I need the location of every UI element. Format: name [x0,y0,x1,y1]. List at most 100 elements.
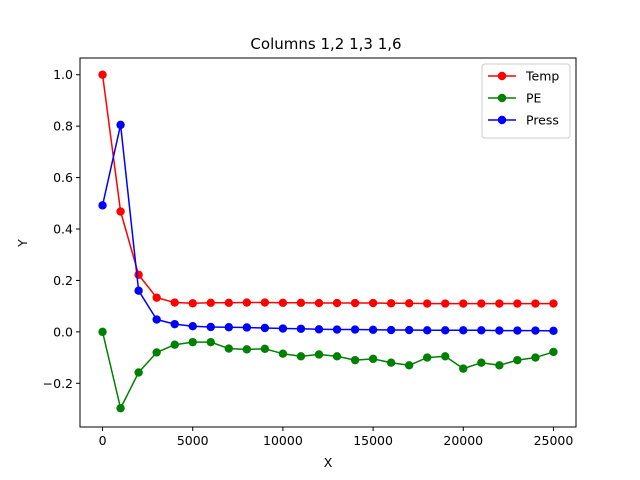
data-point-temp [278,298,288,307]
data-point-temp [314,298,324,308]
y-tick-label: −0.2 [43,376,73,391]
x-ticks: 0 5000 10000 15000 20000 25000 [99,427,574,448]
data-point-press [296,324,306,333]
series-layer [98,70,558,413]
legend-item-pe: PE [488,91,542,106]
data-point-press [314,325,324,334]
data-point-press [495,326,504,335]
legend-swatch-marker [497,115,507,125]
y-tick-label: 0.4 [53,222,73,237]
data-point-pe [296,352,306,361]
data-point-pe [98,327,107,337]
data-point-temp [423,299,432,308]
data-point-pe [386,358,396,367]
x-tick-label: 0 [99,433,107,448]
data-point-temp [386,299,396,308]
data-point-pe [152,348,161,357]
data-point-press [513,326,522,335]
data-point-press [477,326,486,335]
y-tick-label: 1.0 [53,67,73,82]
data-point-temp [116,207,125,216]
legend-swatch-marker [497,93,507,103]
y-tick-label: 0.8 [53,119,73,134]
data-point-pe [423,353,432,362]
x-axis-label: X [324,455,333,470]
data-point-press [242,323,252,332]
data-point-temp [404,299,414,308]
data-point-pe [459,364,468,373]
data-point-temp [513,299,522,308]
data-point-temp [134,270,143,279]
data-point-press [350,325,360,334]
x-tick-label: 5000 [177,433,209,448]
data-point-pe [368,354,378,364]
data-point-pe [206,337,215,347]
data-point-press [278,324,288,333]
legend-item-temp: Temp [488,69,559,84]
data-point-temp [242,298,252,307]
data-point-temp [350,298,360,308]
data-point-pe [260,344,270,354]
data-point-temp [531,299,540,308]
legend-item-press: Press [488,113,559,128]
data-point-press [404,325,414,335]
data-point-pe [332,352,342,361]
data-point-temp [332,298,342,308]
data-point-pe [116,404,125,413]
y-axis-label: Y [15,239,30,248]
data-point-press [170,319,179,329]
data-point-temp [98,70,107,79]
data-point-press [260,323,270,333]
data-point-temp [441,299,450,308]
data-point-pe [188,337,197,347]
data-point-press [188,322,197,331]
data-point-temp [188,299,197,308]
data-point-press [531,326,540,335]
data-point-temp [495,299,504,308]
data-point-temp [296,298,306,307]
data-point-press [423,326,432,335]
data-point-press [152,315,161,324]
data-point-press [549,326,558,336]
data-point-pe [531,353,540,362]
data-point-pe [278,349,288,358]
data-point-pe [170,340,179,349]
y-ticks: −0.2 0.0 0.2 0.4 0.6 0.8 1.0 [43,67,80,391]
data-point-temp [459,299,468,308]
x-tick-label: 15000 [353,433,393,448]
data-point-pe [242,345,252,354]
data-point-press [206,322,215,332]
data-point-pe [549,347,558,357]
y-tick-label: 0.0 [53,324,73,339]
data-point-press [441,326,450,335]
data-point-pe [477,358,486,367]
data-point-pe [314,350,324,359]
data-point-temp [206,298,215,307]
data-point-press [134,286,143,295]
data-point-press [368,325,378,334]
data-point-temp [368,298,378,308]
data-point-temp [152,293,161,302]
x-tick-label: 25000 [534,433,574,448]
legend: Temp PE Press [481,63,571,139]
x-tick-label: 10000 [263,433,303,448]
series-press [98,120,558,336]
data-point-pe [350,355,360,365]
y-tick-label: 0.6 [53,170,73,185]
plot-frame [79,57,577,428]
data-point-press [332,325,342,334]
series-temp [98,70,558,308]
data-point-pe [441,352,450,361]
data-point-press [386,325,396,335]
data-point-temp [549,299,558,308]
data-point-pe [513,355,522,365]
legend-label: Temp [525,69,559,84]
data-point-temp [224,298,233,307]
data-point-pe [134,368,143,377]
legend-label: Press [526,113,559,128]
data-point-press [224,323,233,332]
series-pe [98,327,558,413]
chart-title: Columns 1,2 1,3 1,6 [250,35,401,53]
